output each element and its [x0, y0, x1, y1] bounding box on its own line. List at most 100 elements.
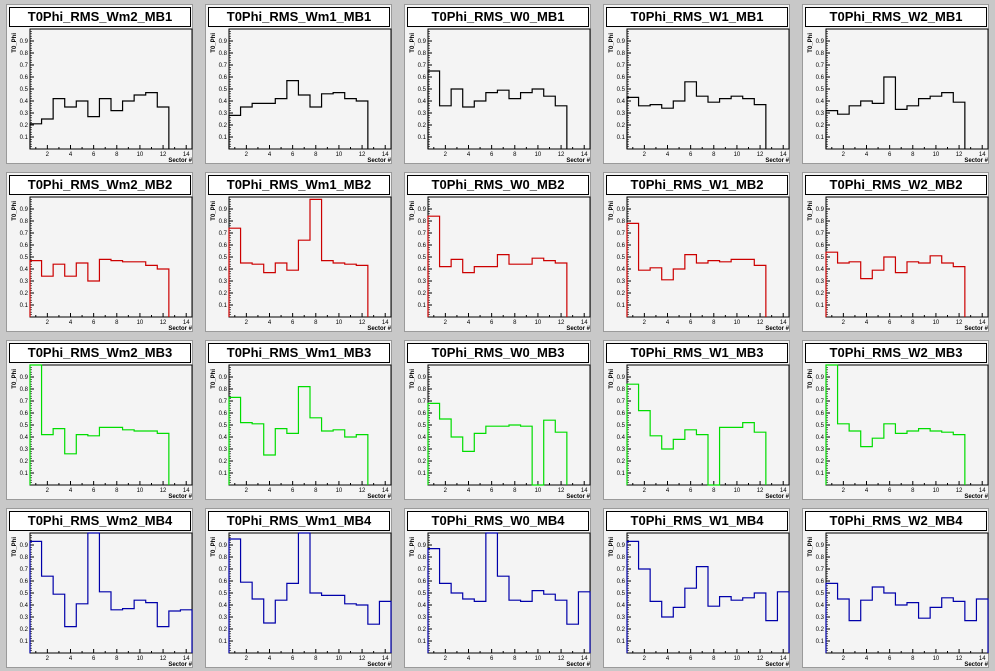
y-tick-label: 0.1: [816, 135, 825, 141]
y-tick-label: 0.8: [816, 219, 825, 225]
histogram-pad: 0.1 0.2 0.3 0.4 0.5 0.6 0.7 0.8 0.9 T0_Phi 2 4 6 8 10 1…: [603, 172, 790, 332]
y-tick-label: 0.9: [219, 543, 228, 549]
x-tick-label: 8: [513, 320, 517, 326]
y-tick-label: 0.2: [418, 459, 427, 465]
x-tick-label: 14: [382, 320, 389, 326]
y-axis-label: T0_Phi: [808, 201, 814, 221]
x-axis-label: Sector #: [964, 158, 988, 164]
histogram-plot: 0.1 0.2 0.3 0.4 0.5 0.6 0.7 0.8 0.9T0_Phi 2 4 6 8 10 1…: [12, 532, 193, 668]
y-tick-label: 0.2: [418, 123, 427, 129]
x-axis-label: Sector #: [765, 494, 789, 500]
x-axis-label: Sector #: [367, 494, 391, 500]
plot-frame: [626, 28, 790, 150]
histogram-title: T0Phi_RMS_Wm1_MB3: [208, 343, 390, 363]
y-tick-label: 0.1: [617, 639, 626, 645]
histogram-pad: 0.1 0.2 0.3 0.4 0.5 0.6 0.7 0.8 0.9 T0_Phi 2 4 6 8 10 1…: [6, 172, 193, 332]
x-tick-label: 8: [712, 656, 716, 662]
y-tick-label: 0.9: [20, 207, 29, 213]
x-tick-label: 10: [137, 656, 144, 662]
y-tick-label: 0.6: [20, 243, 29, 249]
y-tick-label: 0.6: [219, 243, 228, 249]
y-tick-label: 0.9: [418, 39, 427, 45]
plot-frame: [825, 364, 989, 486]
x-tick-label: 2: [444, 488, 448, 494]
x-axis-label: Sector #: [964, 662, 988, 668]
y-tick-label: 0.2: [617, 123, 626, 129]
histogram-title: T0Phi_RMS_W0_MB2: [407, 175, 589, 195]
y-tick-label: 0.1: [816, 303, 825, 309]
y-tick-label: 0.7: [219, 63, 228, 69]
x-tick-label: 12: [956, 320, 963, 326]
histogram-plot: 0.1 0.2 0.3 0.4 0.5 0.6 0.7 0.8 0.9T0_Phi 2 4 6 8 10 1…: [808, 196, 989, 332]
histogram-series-line: [427, 532, 591, 653]
y-tick-label: 0.1: [418, 639, 427, 645]
x-tick-label: 6: [490, 488, 494, 494]
histogram-plot: 0.1 0.2 0.3 0.4 0.5 0.6 0.7 0.8 0.9T0_Phi 2 4 6 8 10 1…: [609, 196, 790, 332]
x-axis-label: Sector #: [168, 326, 192, 332]
x-tick-label: 4: [69, 320, 73, 326]
x-tick-label: 12: [558, 488, 565, 494]
x-tick-label: 2: [46, 152, 50, 158]
y-tick-label: 0.8: [617, 51, 626, 57]
histogram-plot: 0.1 0.2 0.3 0.4 0.5 0.6 0.7 0.8 0.9T0_Phi 2 4 6 8 10 1…: [808, 532, 989, 668]
x-axis-label: Sector #: [566, 662, 590, 668]
y-axis-label: T0_Phi: [12, 33, 18, 53]
y-tick-label: 0.1: [219, 471, 228, 477]
x-tick-label: 8: [513, 152, 517, 158]
y-tick-label: 0.2: [816, 459, 825, 465]
x-tick-label: 2: [245, 320, 249, 326]
x-tick-label: 10: [336, 656, 343, 662]
x-tick-label: 8: [314, 152, 318, 158]
histogram-pad: 0.1 0.2 0.3 0.4 0.5 0.6 0.7 0.8 0.9 T0_Phi 2 4 6 8 10 1…: [802, 340, 989, 500]
y-tick-label: 0.6: [219, 411, 228, 417]
y-tick-label: 0.4: [20, 435, 29, 441]
y-axis-label: T0_Phi: [12, 537, 18, 557]
histogram-series-line: [427, 402, 568, 486]
y-axis-label: T0_Phi: [211, 33, 217, 53]
y-tick-label: 0.4: [816, 99, 825, 105]
x-tick-label: 6: [689, 488, 693, 494]
y-tick-label: 0.8: [816, 51, 825, 57]
y-tick-label: 0.5: [418, 255, 427, 261]
y-tick-label: 0.1: [617, 471, 626, 477]
x-tick-label: 12: [359, 152, 366, 158]
histogram-title: T0Phi_RMS_W0_MB1: [407, 7, 589, 27]
x-tick-label: 14: [780, 488, 787, 494]
y-tick-label: 0.6: [617, 411, 626, 417]
y-tick-label: 0.2: [816, 291, 825, 297]
x-tick-label: 10: [137, 488, 144, 494]
histogram-plot: 0.1 0.2 0.3 0.4 0.5 0.6 0.7 0.8 0.9T0_Phi 2 4 6 8 10 1…: [211, 364, 392, 500]
x-tick-label: 4: [467, 152, 471, 158]
x-tick-label: 2: [245, 656, 249, 662]
histogram-pad: 0.1 0.2 0.3 0.4 0.5 0.6 0.7 0.8 0.9 T0_Phi 2 4 6 8 10 1…: [6, 340, 193, 500]
y-tick-label: 0.4: [418, 603, 427, 609]
histogram-plot: 0.1 0.2 0.3 0.4 0.5 0.6 0.7 0.8 0.9T0_Phi 2 4 6 8 10 1…: [410, 364, 591, 500]
y-tick-label: 0.8: [20, 555, 29, 561]
histogram-pad: 0.1 0.2 0.3 0.4 0.5 0.6 0.7 0.8 0.9 T0_Phi 2 4 6 8 10 1…: [603, 508, 790, 668]
y-tick-label: 0.9: [20, 543, 29, 549]
y-tick-label: 0.1: [418, 303, 427, 309]
y-tick-label: 0.4: [617, 435, 626, 441]
y-tick-label: 0.5: [20, 87, 29, 93]
x-tick-label: 2: [444, 320, 448, 326]
histogram-pad: 0.1 0.2 0.3 0.4 0.5 0.6 0.7 0.8 0.9 T0_Phi 2 4 6 8 10 1…: [404, 340, 591, 500]
plot-frame: [626, 196, 790, 318]
y-tick-label: 0.3: [816, 111, 825, 117]
y-tick-label: 0.8: [20, 219, 29, 225]
x-tick-label: 6: [888, 656, 892, 662]
y-tick-label: 0.5: [418, 87, 427, 93]
x-tick-label: 8: [115, 152, 119, 158]
x-tick-label: 8: [115, 320, 119, 326]
x-tick-label: 14: [979, 488, 986, 494]
histogram-plot: 0.1 0.2 0.3 0.4 0.5 0.6 0.7 0.8 0.9T0_Phi 2 4 6 8 10 1…: [211, 196, 392, 332]
x-tick-label: 6: [490, 656, 494, 662]
histogram-series-line: [29, 364, 170, 485]
histogram-title: T0Phi_RMS_W2_MB3: [805, 343, 987, 363]
x-tick-label: 14: [780, 320, 787, 326]
x-tick-label: 14: [581, 152, 588, 158]
x-tick-label: 6: [291, 320, 295, 326]
y-axis-label: T0_Phi: [410, 201, 416, 221]
y-tick-label: 0.3: [418, 111, 427, 117]
y-tick-label: 0.5: [219, 591, 228, 597]
y-tick-label: 0.6: [816, 243, 825, 249]
